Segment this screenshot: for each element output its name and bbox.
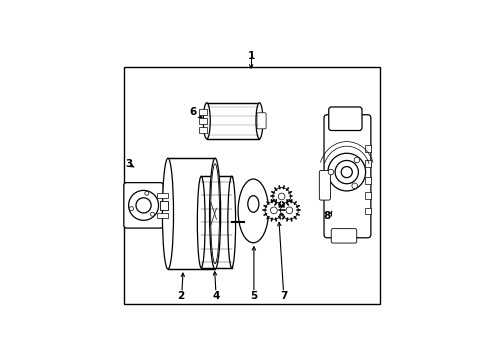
Ellipse shape — [238, 179, 269, 243]
FancyBboxPatch shape — [324, 115, 371, 238]
Circle shape — [270, 207, 277, 214]
Circle shape — [136, 198, 151, 213]
Text: 4: 4 — [213, 291, 220, 301]
Bar — [199, 118, 207, 124]
Bar — [207, 103, 259, 139]
Ellipse shape — [210, 158, 220, 269]
FancyBboxPatch shape — [257, 113, 266, 129]
Bar — [160, 201, 168, 210]
Bar — [199, 109, 207, 115]
Ellipse shape — [203, 103, 210, 139]
Ellipse shape — [162, 158, 173, 269]
Circle shape — [145, 191, 149, 195]
Text: 6: 6 — [190, 107, 197, 117]
Text: 1: 1 — [247, 51, 255, 61]
Ellipse shape — [248, 195, 259, 212]
Circle shape — [341, 167, 352, 177]
Circle shape — [129, 207, 133, 211]
Circle shape — [352, 183, 357, 189]
Text: 3: 3 — [125, 159, 132, 169]
Bar — [365, 145, 371, 152]
Bar — [168, 158, 215, 269]
Text: 7: 7 — [281, 291, 288, 301]
Ellipse shape — [211, 164, 220, 264]
Ellipse shape — [197, 176, 205, 268]
Circle shape — [335, 161, 358, 184]
Bar — [199, 127, 207, 133]
Circle shape — [150, 212, 154, 216]
Bar — [365, 208, 371, 214]
Text: 5: 5 — [250, 291, 258, 301]
Circle shape — [280, 202, 298, 219]
FancyBboxPatch shape — [329, 107, 362, 131]
Circle shape — [278, 193, 285, 200]
Circle shape — [354, 157, 360, 163]
FancyBboxPatch shape — [319, 170, 330, 200]
Bar — [123, 67, 380, 304]
Text: 2: 2 — [177, 291, 184, 301]
Circle shape — [128, 190, 159, 220]
FancyBboxPatch shape — [124, 183, 163, 228]
Bar — [365, 177, 371, 184]
Bar — [156, 213, 168, 218]
Circle shape — [328, 169, 334, 175]
Circle shape — [328, 153, 366, 191]
Ellipse shape — [228, 176, 236, 268]
FancyBboxPatch shape — [331, 229, 357, 243]
Bar — [365, 192, 371, 199]
Text: 8: 8 — [324, 211, 331, 221]
Circle shape — [273, 188, 291, 205]
Bar — [156, 193, 168, 198]
Bar — [365, 161, 371, 167]
Circle shape — [265, 202, 283, 219]
Ellipse shape — [256, 103, 263, 139]
Circle shape — [286, 207, 293, 214]
Bar — [201, 176, 232, 268]
